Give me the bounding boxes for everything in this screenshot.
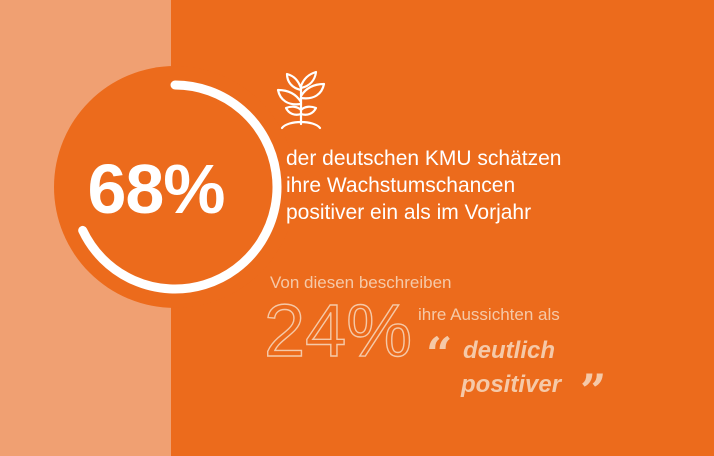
main-description: der deutschen KMU schätzen ihre Wachstum…: [286, 145, 616, 226]
main-description-line-3: positiver ein als im Vorjahr: [286, 201, 532, 224]
progress-ring: [78, 80, 282, 294]
sub-description: ihre Aussichten als: [418, 305, 560, 324]
sub-percentage-text: 24%: [264, 289, 412, 372]
opening-quote-mark: “: [426, 327, 453, 381]
main-description-line-2: ihre Wachstumschancen: [286, 174, 516, 197]
emphasis-line-2: positiver: [461, 371, 562, 398]
plant-sprout-icon: [276, 70, 326, 130]
sub-intro-text: Von diesen beschreiben: [270, 273, 452, 292]
closing-quote-mark: ”: [580, 364, 607, 418]
progress-ring-arc: [78, 80, 282, 294]
emphasis-line-1: deutlich: [463, 337, 556, 364]
sub-percentage: 24%: [263, 288, 413, 372]
main-percentage: 68%: [87, 150, 225, 228]
main-description-line-1: der deutschen KMU schätzen: [286, 147, 562, 170]
ring-disc: [54, 66, 296, 308]
